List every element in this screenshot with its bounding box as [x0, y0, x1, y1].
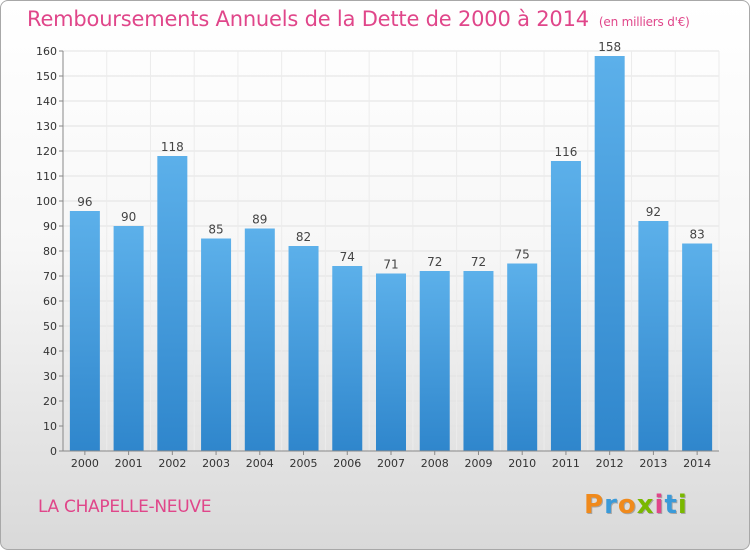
bar	[638, 221, 669, 451]
x-tick-label: 2001	[115, 457, 143, 470]
bar	[376, 273, 406, 451]
proxiti-logo[interactable]: Proxiti	[584, 490, 688, 520]
chart-title: Remboursements Annuels de la Dette de 20…	[27, 7, 690, 31]
bar-value-label: 158	[598, 40, 621, 54]
x-tick-label: 2003	[202, 457, 230, 470]
chart-title-text: Remboursements Annuels de la Dette de 20…	[27, 7, 589, 31]
bar-value-label: 72	[471, 255, 486, 269]
bar-value-label: 83	[689, 228, 704, 242]
bars: 96 90 118 85 89 82 74 71 72 72 75 116 158 92 83	[69, 40, 713, 451]
y-tick-label: 110	[36, 170, 57, 183]
x-tick-label: 2006	[333, 457, 361, 470]
bar-value-label: 71	[383, 258, 398, 272]
bar	[244, 228, 275, 451]
x-tick-label: 2011	[552, 457, 580, 470]
bar-value-label: 116	[554, 145, 577, 159]
bar	[113, 226, 144, 451]
y-tick-label: 150	[36, 70, 57, 83]
bar-value-label: 85	[208, 223, 223, 237]
x-tick-label: 2014	[683, 457, 711, 470]
y-tick-label: 140	[36, 95, 57, 108]
logo-letter: i	[654, 490, 665, 520]
y-tick-label: 70	[43, 270, 57, 283]
x-tick-label: 2002	[158, 457, 186, 470]
location-name: LA CHAPELLE-NEUVE	[38, 497, 212, 517]
logo-letter: P	[584, 490, 605, 520]
bar-value-label: 72	[427, 255, 442, 269]
bar	[201, 238, 232, 451]
x-tick-label: 2004	[246, 457, 274, 470]
y-tick-label: 80	[43, 245, 57, 258]
y-tick-label: 20	[43, 395, 57, 408]
x-tick-label: 2010	[508, 457, 536, 470]
bar-value-label: 96	[77, 195, 92, 209]
x-tick-label: 2005	[290, 457, 318, 470]
y-tick-label: 10	[43, 420, 57, 433]
bar	[463, 271, 494, 451]
bar	[157, 156, 188, 451]
bar	[682, 243, 713, 451]
x-tick-label: 2012	[596, 457, 624, 470]
logo-letter: t	[664, 490, 678, 520]
x-tick-label: 2009	[464, 457, 492, 470]
y-tick-label: 90	[43, 220, 57, 233]
y-axis: 0 10 20 30 40 50 60 70 80 90 100 110 120 130 140 150 160	[36, 45, 64, 458]
bar-value-label: 82	[296, 230, 311, 244]
logo-letter: x	[636, 490, 655, 520]
bar	[550, 161, 581, 451]
chart-subtitle: (en milliers d'€)	[598, 15, 690, 29]
bar-value-label: 92	[646, 205, 661, 219]
bar	[419, 271, 450, 451]
bar	[69, 211, 100, 451]
y-tick-label: 30	[43, 370, 57, 383]
bar	[507, 263, 538, 451]
y-tick-label: 40	[43, 345, 57, 358]
x-axis: 2000 2001 2002 2003 2004 2005 2006 2007 2008 2009…	[63, 450, 719, 470]
y-tick-label: 60	[43, 295, 57, 308]
logo-letter: o	[617, 490, 637, 520]
x-tick-label: 2007	[377, 457, 405, 470]
logo-letter: i	[677, 490, 688, 520]
bar	[594, 56, 625, 451]
x-tick-label: 2000	[71, 457, 99, 470]
bar-value-label: 89	[252, 213, 267, 227]
x-tick-label: 2008	[421, 457, 449, 470]
bar-value-label: 118	[161, 140, 184, 154]
y-tick-label: 130	[36, 120, 57, 133]
y-tick-label: 0	[50, 445, 57, 458]
bar-value-label: 75	[515, 248, 530, 262]
y-tick-label: 120	[36, 145, 57, 158]
y-tick-label: 160	[36, 45, 57, 58]
y-tick-label: 50	[43, 320, 57, 333]
bar-value-label: 74	[340, 250, 355, 264]
bar	[332, 266, 363, 451]
bar-value-label: 90	[121, 210, 136, 224]
bar	[288, 246, 319, 451]
logo-letter: r	[604, 490, 618, 520]
y-tick-label: 100	[36, 195, 57, 208]
x-tick-label: 2013	[639, 457, 667, 470]
